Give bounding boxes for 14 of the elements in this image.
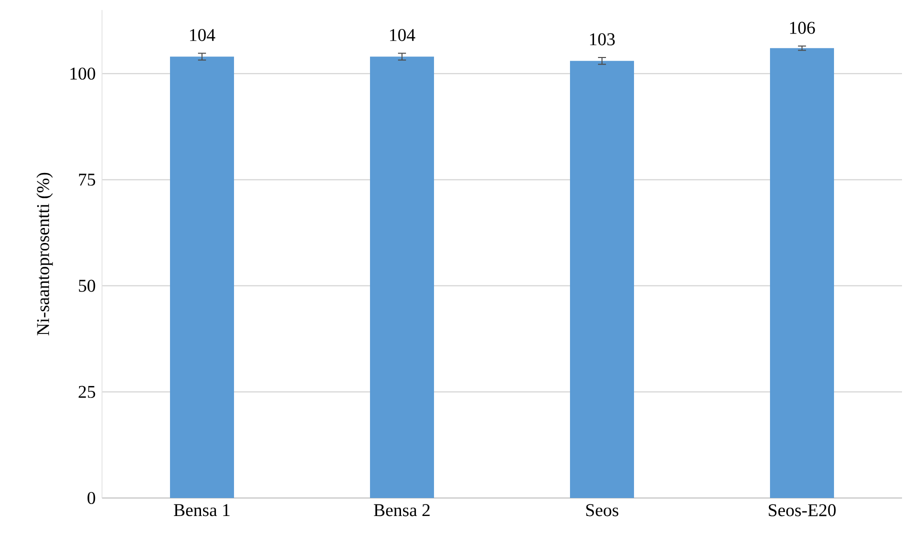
x-tick-label: Seos — [586, 504, 618, 516]
x-tick-label: Bensa 2 — [374, 504, 430, 516]
y-tick-label: 0 — [88, 492, 96, 504]
data-label: 104 — [390, 28, 416, 42]
y-tick-label: 50 — [78, 280, 96, 292]
y-tick-label: 25 — [78, 386, 96, 398]
data-label: 104 — [190, 28, 216, 42]
y-axis-title: Ni-saantoprosentti (%) — [36, 172, 53, 336]
y-tick-label: 75 — [79, 174, 96, 186]
x-tick-label: Bensa 1 — [174, 504, 230, 516]
x-tick-label: Seos-E20 — [768, 504, 836, 516]
data-label: 106 — [790, 22, 815, 34]
data-label: 103 — [590, 33, 615, 46]
y-tick-label: 100 — [70, 68, 96, 80]
